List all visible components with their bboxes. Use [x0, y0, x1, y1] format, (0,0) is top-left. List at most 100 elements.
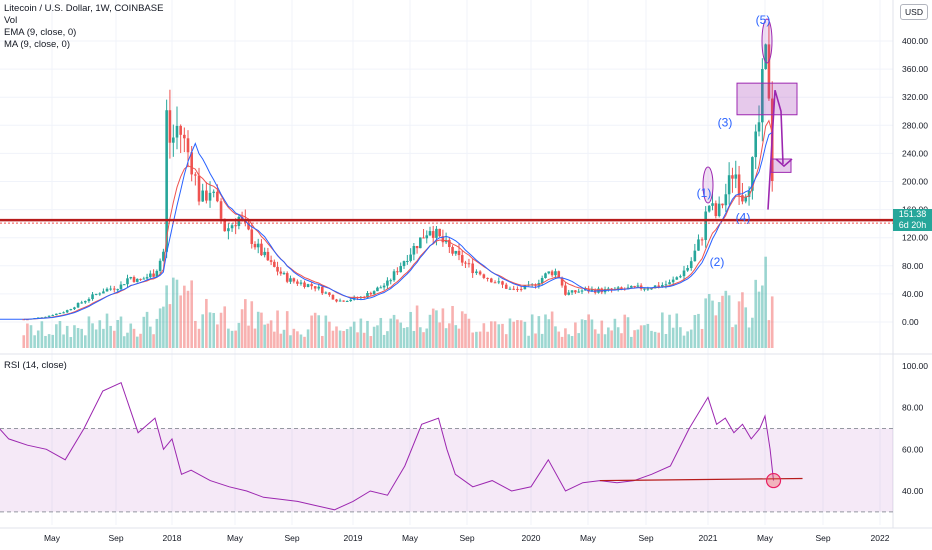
- wave-label-5: (5): [756, 13, 771, 27]
- retrace-zone-box[interactable]: [770, 158, 792, 173]
- candle-body: [697, 239, 700, 251]
- currency-badge[interactable]: USD: [900, 4, 928, 20]
- volume-bar: [389, 318, 393, 348]
- volume-bar: [366, 320, 369, 348]
- volume-bar: [671, 327, 675, 348]
- candle-body: [263, 251, 266, 256]
- volume-bar: [534, 333, 537, 348]
- candle-body: [338, 300, 342, 302]
- candle-body: [389, 280, 393, 282]
- projection-path[interactable]: [767, 89, 784, 210]
- volume-bar: [310, 315, 313, 348]
- candle-body: [91, 294, 94, 300]
- volume-bar: [84, 335, 87, 348]
- candle-body: [87, 299, 91, 302]
- volume-bar: [105, 313, 109, 348]
- wave-label-1: (1): [697, 186, 712, 200]
- volume-bar: [633, 330, 636, 348]
- candle-body: [512, 288, 515, 290]
- candle-body: [754, 131, 757, 158]
- time-tick-label: Sep: [108, 533, 123, 543]
- candle-body: [386, 280, 389, 286]
- rsi-marker[interactable]: [765, 472, 782, 489]
- symbol-title[interactable]: Litecoin / U.S. Dollar, 1W, COINBASE: [4, 3, 164, 14]
- candle-body: [412, 245, 416, 255]
- volume-bar: [402, 327, 406, 348]
- volume-bar: [428, 314, 432, 348]
- rsi-tick-label: 60.00: [902, 444, 924, 454]
- volume-bar: [102, 328, 105, 348]
- volume-bar: [194, 320, 197, 348]
- volume-bar: [547, 319, 551, 348]
- rsi-legend[interactable]: RSI (14, close): [4, 360, 67, 371]
- rsi-band: [0, 428, 893, 512]
- candle-body: [342, 300, 345, 302]
- candle-body: [557, 271, 561, 278]
- volume-bar: [504, 334, 508, 348]
- candle-body: [490, 278, 493, 283]
- volume-legend[interactable]: Vol: [4, 15, 18, 26]
- candle-body: [550, 271, 554, 276]
- volume-bar: [179, 295, 182, 348]
- volume-bar: [94, 329, 98, 348]
- volume-bar: [250, 301, 254, 348]
- candle-body: [155, 270, 159, 277]
- candle-body: [47, 315, 51, 317]
- volume-bar: [285, 311, 289, 348]
- volume-bar: [175, 279, 179, 348]
- ema-legend[interactable]: EMA (9, close, 0): [4, 27, 77, 38]
- volume-bar: [431, 308, 435, 348]
- volume-bar: [279, 333, 283, 348]
- volume-bar: [731, 327, 734, 348]
- candle-body: [744, 196, 748, 202]
- projection-arrowhead[interactable]: [775, 158, 793, 168]
- volume-bar: [613, 318, 617, 348]
- time-tick-label: 2020: [522, 533, 541, 543]
- candle-body: [227, 228, 230, 232]
- rsi-trendline[interactable]: [599, 477, 803, 482]
- candle-body: [731, 175, 734, 179]
- candle-body: [105, 288, 109, 292]
- wave1-highlight[interactable]: [702, 166, 714, 204]
- wave-label-3: (3): [718, 116, 733, 130]
- volume-bar: [544, 314, 547, 348]
- candle-body: [554, 271, 557, 276]
- volume-bar: [205, 298, 208, 348]
- candle-body: [428, 231, 432, 236]
- candle-body: [560, 277, 564, 286]
- candle-body: [643, 288, 646, 290]
- candle-body: [700, 239, 704, 241]
- volume-bar: [675, 313, 679, 348]
- volume-bar: [29, 325, 33, 348]
- volume-bar: [227, 328, 230, 348]
- target-zone-box[interactable]: [736, 82, 798, 116]
- wave5-highlight[interactable]: [761, 18, 773, 64]
- volume-bar: [603, 334, 607, 348]
- candle-body: [707, 205, 711, 212]
- candle-body: [734, 174, 738, 179]
- candle-body: [313, 286, 317, 289]
- volume-bar: [584, 320, 587, 348]
- candle-body: [523, 285, 527, 290]
- volume-bar: [664, 334, 668, 348]
- volume-bar: [158, 308, 162, 348]
- candle-body: [73, 307, 76, 310]
- candle-body: [767, 44, 771, 99]
- candle-body: [179, 125, 182, 135]
- volume-bar: [26, 323, 29, 348]
- volume-bar: [721, 295, 724, 348]
- volume-bar: [512, 321, 515, 348]
- volume-bar: [299, 334, 303, 348]
- volume-bar: [438, 322, 441, 348]
- candle-body: [58, 313, 62, 315]
- volume-bar: [486, 331, 489, 348]
- ma-legend[interactable]: MA (9, close, 0): [4, 39, 70, 50]
- volume-bar: [372, 326, 376, 348]
- volume-bar: [201, 314, 204, 348]
- volume-bar: [172, 277, 175, 348]
- rsi-line: [0, 382, 774, 511]
- candle-body: [721, 203, 724, 206]
- volume-bar: [208, 312, 212, 348]
